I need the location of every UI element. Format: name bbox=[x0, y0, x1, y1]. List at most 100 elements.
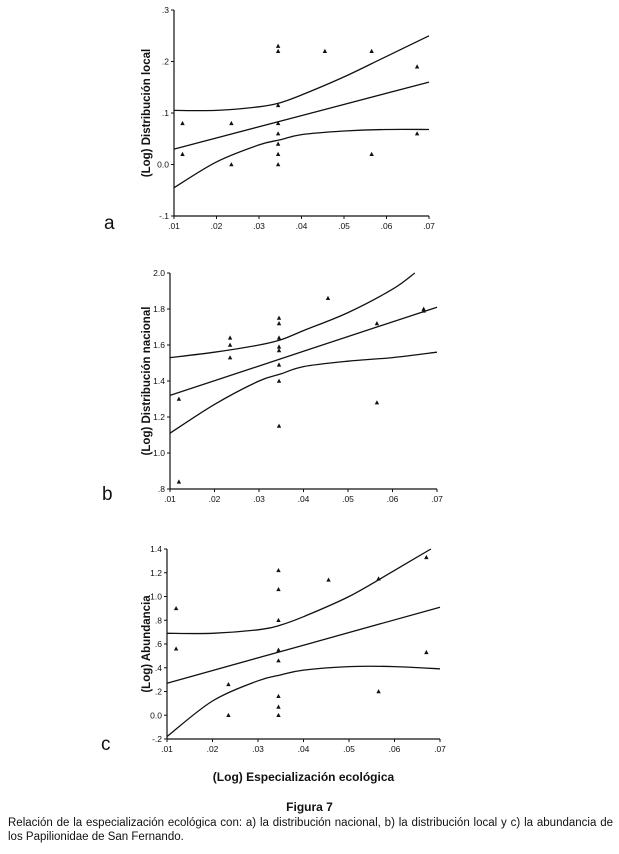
y-tick-label: .2 bbox=[155, 687, 162, 697]
lower-confidence-band bbox=[169, 351, 438, 434]
x-tick-label: .07 bbox=[434, 744, 446, 754]
upper-confidence-band bbox=[173, 35, 430, 112]
data-point-triangle bbox=[374, 400, 380, 405]
data-point-triangle bbox=[414, 131, 420, 136]
data-point-triangle bbox=[180, 120, 185, 126]
y-tick-label: 1.0 bbox=[150, 592, 162, 602]
y-axis-label: (Log) Distribución local bbox=[141, 49, 153, 177]
y-tick-label: 0.0 bbox=[150, 710, 162, 720]
x-tick-label: .06 bbox=[387, 494, 399, 504]
data-point-triangle bbox=[275, 141, 281, 146]
data-point-triangle bbox=[226, 712, 231, 718]
y-tick-label: .8 bbox=[158, 484, 165, 494]
data-point-triangle bbox=[276, 617, 281, 623]
data-point-triangle bbox=[275, 151, 281, 156]
y-tick-label: 1.2 bbox=[150, 568, 162, 578]
y-tick-label: 1.0 bbox=[153, 448, 165, 458]
data-point-triangle bbox=[276, 344, 282, 349]
x-tick-label: .06 bbox=[389, 744, 401, 754]
y-tick-label: 1.2 bbox=[153, 412, 165, 422]
figure-title: Figura 7 bbox=[286, 800, 333, 814]
data-point-triangle bbox=[275, 43, 281, 48]
data-point-triangle bbox=[276, 712, 281, 718]
y-tick-label: .8 bbox=[155, 615, 162, 625]
x-tick-label: .01 bbox=[161, 744, 173, 754]
y-axis-label: (Log) Distribución nacional bbox=[141, 307, 153, 456]
y-tick-label: .1 bbox=[162, 108, 169, 118]
data-point-triangle bbox=[276, 315, 282, 320]
data-point-triangle bbox=[173, 646, 179, 651]
data-point-triangle bbox=[276, 378, 282, 383]
x-tick-label: .04 bbox=[298, 744, 310, 754]
y-tick-label: 1.6 bbox=[153, 340, 165, 350]
data-point-triangle bbox=[227, 355, 233, 360]
data-point-triangle bbox=[414, 64, 420, 69]
data-point-triangle bbox=[276, 321, 282, 326]
data-point-triangle bbox=[276, 704, 281, 709]
panel-letter: c bbox=[101, 734, 111, 755]
data-point-triangle bbox=[326, 577, 331, 582]
y-tick-label: 2.0 bbox=[153, 268, 165, 278]
y-tick-label: .3 bbox=[162, 5, 169, 15]
y-tick-label: .4 bbox=[155, 663, 162, 673]
y-tick-label: -.2 bbox=[152, 734, 162, 744]
data-point-triangle bbox=[227, 342, 233, 347]
x-tick-label: .07 bbox=[431, 494, 443, 504]
x-tick-label: .05 bbox=[338, 221, 350, 231]
x-tick-label: .04 bbox=[296, 221, 308, 231]
chart-panel-a: -.1 0.0 .1 .2 .3 .01 .02 .03 .04 .05 .06 .07 a (Log) … bbox=[104, 5, 435, 234]
x-tick-label: .03 bbox=[252, 744, 264, 754]
data-point-triangle bbox=[176, 479, 182, 484]
data-point-triangle bbox=[376, 576, 381, 581]
data-point-triangle bbox=[276, 362, 282, 367]
y-tick-label: 1.4 bbox=[153, 376, 165, 386]
regression-line bbox=[166, 606, 441, 684]
lower-confidence-band bbox=[173, 128, 430, 189]
x-tick-label: .02 bbox=[209, 494, 221, 504]
data-point-triangle bbox=[226, 681, 231, 687]
data-point-triangle bbox=[275, 48, 281, 53]
data-point-triangle bbox=[369, 151, 374, 156]
data-point-triangle bbox=[376, 689, 381, 694]
x-tick-label: .03 bbox=[253, 221, 265, 231]
regression-line bbox=[173, 81, 430, 150]
x-axis-label: (Log) Especialización ecológica bbox=[213, 770, 395, 784]
panel-letter: a bbox=[104, 213, 115, 234]
x-tick-label: .01 bbox=[168, 221, 180, 231]
data-point-triangle bbox=[275, 131, 281, 136]
y-tick-label: -.1 bbox=[159, 211, 169, 221]
y-tick-label: .6 bbox=[155, 639, 162, 649]
figure-caption: Relación de la especialización ecológica… bbox=[8, 817, 613, 843]
data-point-triangle bbox=[276, 693, 281, 699]
data-point-triangle bbox=[424, 554, 429, 560]
panel-letter: b bbox=[102, 484, 113, 505]
data-point-triangle bbox=[276, 423, 282, 428]
y-tick-label: 1.4 bbox=[150, 544, 162, 554]
data-point-triangle bbox=[276, 658, 281, 663]
data-point-triangle bbox=[369, 48, 374, 53]
x-tick-label: .05 bbox=[342, 494, 354, 504]
x-tick-label: .04 bbox=[298, 494, 310, 504]
data-point-triangle bbox=[276, 647, 281, 652]
x-tick-label: .02 bbox=[207, 744, 219, 754]
data-point-triangle bbox=[325, 295, 331, 300]
data-point-triangle bbox=[276, 348, 282, 353]
data-point-triangle bbox=[276, 567, 281, 573]
upper-confidence-band bbox=[166, 548, 432, 635]
y-axis-label: (Log) Abundancia bbox=[141, 595, 153, 693]
y-tick-label: 0.0 bbox=[157, 160, 169, 170]
data-point-triangle bbox=[227, 335, 233, 340]
chart-panel-c: -.2 0.0 .2 .4 .6 .8 1.0 1.2 1.4 .01 .02 .03 .04 .05 .0… bbox=[101, 544, 446, 784]
chart-panel-b: .8 1.0 1.2 1.4 1.6 1.8 2.0 .01 .02 .03 .04 .05 .06 .0… bbox=[102, 268, 443, 505]
data-point-triangle bbox=[275, 162, 281, 167]
x-tick-label: .06 bbox=[381, 221, 393, 231]
data-point-triangle bbox=[176, 396, 182, 401]
data-point-triangle bbox=[275, 120, 281, 126]
data-point-triangle bbox=[421, 308, 426, 313]
x-tick-label: .01 bbox=[164, 494, 176, 504]
data-point-triangle bbox=[275, 102, 281, 108]
y-tick-label: 1.8 bbox=[153, 304, 165, 314]
data-point-triangle bbox=[276, 586, 281, 592]
data-point-triangle bbox=[173, 605, 179, 611]
